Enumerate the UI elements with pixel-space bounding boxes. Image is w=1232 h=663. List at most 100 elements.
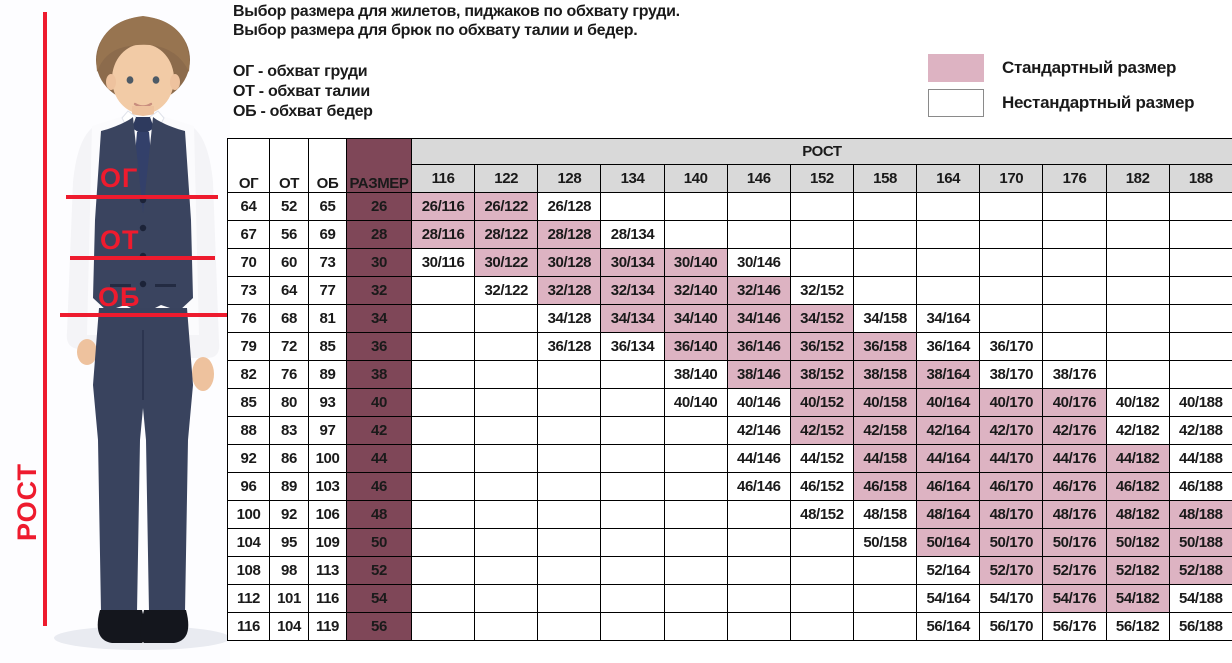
combo-cell-52-176: 52/176	[1042, 556, 1107, 585]
combo-cell-46-158: 46/158	[852, 472, 918, 501]
hips-value-28: 69	[308, 220, 347, 249]
empty-cell-52-128	[537, 556, 602, 585]
standard-size-swatch	[928, 54, 984, 82]
size-value-34: 34	[346, 304, 412, 333]
hips-value-54: 116	[308, 584, 347, 613]
combo-cell-48-158: 48/158	[852, 500, 918, 529]
empty-cell-38-188	[1168, 360, 1232, 389]
empty-cell-46-134	[600, 472, 665, 501]
nonstandard-size-swatch	[928, 89, 984, 117]
waist-value-56: 104	[269, 612, 309, 641]
empty-cell-42-140	[663, 416, 728, 445]
combo-cell-30-128: 30/128	[537, 248, 602, 277]
height-header-170: 170	[979, 164, 1044, 193]
hips-value-26: 65	[308, 192, 347, 221]
size-table-body: 64 52 65 26 26/116 26/122 26/128 67 56 69 28 28/116…	[227, 192, 1232, 641]
height-header-158: 158	[852, 164, 918, 193]
size-value-30: 30	[346, 248, 412, 277]
empty-cell-34-182	[1105, 304, 1170, 333]
empty-cell-56-134	[600, 612, 665, 641]
size-row-52: 108 98 113 52 52/164 52/170 52/176 52/182 52/188	[227, 556, 1232, 585]
empty-cell-30-158	[852, 248, 918, 277]
combo-cell-54-164: 54/164	[916, 584, 981, 613]
combo-cell-38-152: 38/152	[789, 360, 854, 389]
empty-cell-28-146	[726, 220, 791, 249]
size-value-56: 56	[346, 612, 412, 641]
combo-cell-32-134: 32/134	[600, 276, 665, 305]
size-value-28: 28	[346, 220, 412, 249]
combo-cell-56-170: 56/170	[979, 612, 1044, 641]
combo-cell-56-182: 56/182	[1105, 612, 1170, 641]
combo-cell-26-128: 26/128	[537, 192, 602, 221]
combo-cell-42-170: 42/170	[979, 416, 1044, 445]
empty-cell-48-146	[726, 500, 791, 529]
empty-cell-28-188	[1168, 220, 1232, 249]
combo-cell-50-164: 50/164	[916, 528, 981, 557]
combo-cell-48-164: 48/164	[916, 500, 981, 529]
empty-cell-28-140	[663, 220, 728, 249]
combo-cell-32-140: 32/140	[663, 276, 728, 305]
combo-cell-40-182: 40/182	[1105, 388, 1170, 417]
hips-value-52: 113	[308, 556, 347, 585]
combo-cell-48-182: 48/182	[1105, 500, 1170, 529]
hips-value-30: 73	[308, 248, 347, 277]
chest-value-42: 88	[227, 416, 270, 445]
empty-cell-30-182	[1105, 248, 1170, 277]
empty-cell-32-188	[1168, 276, 1232, 305]
combo-cell-50-170: 50/170	[979, 528, 1044, 557]
empty-cell-44-122	[474, 444, 539, 473]
empty-cell-56-122	[474, 612, 539, 641]
combo-cell-48-152: 48/152	[789, 500, 854, 529]
height-header-140: 140	[663, 164, 728, 193]
empty-cell-30-170	[979, 248, 1044, 277]
empty-cell-52-116	[410, 556, 476, 585]
combo-cell-38-146: 38/146	[726, 360, 791, 389]
empty-cell-56-146	[726, 612, 791, 641]
empty-cell-44-128	[537, 444, 602, 473]
chest-value-50: 104	[227, 528, 270, 557]
combo-cell-32-122: 32/122	[474, 276, 539, 305]
combo-cell-40-164: 40/164	[916, 388, 981, 417]
empty-cell-50-116	[410, 528, 476, 557]
combo-cell-44-182: 44/182	[1105, 444, 1170, 473]
combo-cell-36-146: 36/146	[726, 332, 791, 361]
combo-cell-40-146: 40/146	[726, 388, 791, 417]
combo-cell-42-158: 42/158	[852, 416, 918, 445]
combo-cell-42-146: 42/146	[726, 416, 791, 445]
chest-value-48: 100	[227, 500, 270, 529]
empty-cell-36-122	[474, 332, 539, 361]
empty-cell-48-122	[474, 500, 539, 529]
combo-cell-46-188: 46/188	[1168, 472, 1232, 501]
empty-cell-52-122	[474, 556, 539, 585]
chest-label: ОГ	[100, 163, 139, 193]
empty-cell-54-122	[474, 584, 539, 613]
combo-cell-50-176: 50/176	[1042, 528, 1107, 557]
chest-value-34: 76	[227, 304, 270, 333]
size-value-52: 52	[346, 556, 412, 585]
abbr-waist: ОТ - обхват талии	[233, 83, 370, 100]
empty-cell-54-134	[600, 584, 665, 613]
empty-cell-26-140	[663, 192, 728, 221]
combo-cell-54-188: 54/188	[1168, 584, 1232, 613]
abbr-chest: ОГ - обхват груди	[233, 63, 368, 80]
waist-value-36: 72	[269, 332, 309, 361]
empty-cell-50-152	[789, 528, 854, 557]
combo-cell-38-158: 38/158	[852, 360, 918, 389]
height-header-188: 188	[1168, 164, 1232, 193]
intro-title-line1: Выбор размера для жилетов, пиджаков по о…	[233, 3, 680, 20]
size-row-40: 85 80 93 40 40/140 40/146 40/152 40/158 40/164 40…	[227, 388, 1232, 417]
combo-cell-48-188: 48/188	[1168, 500, 1232, 529]
empty-cell-26-176	[1042, 192, 1107, 221]
hips-value-36: 85	[308, 332, 347, 361]
empty-cell-26-152	[789, 192, 854, 221]
height-header-164: 164	[916, 164, 981, 193]
chest-value-54: 112	[227, 584, 270, 613]
combo-cell-44-152: 44/152	[789, 444, 854, 473]
combo-cell-42-176: 42/176	[1042, 416, 1107, 445]
empty-cell-30-164	[916, 248, 981, 277]
empty-cell-48-128	[537, 500, 602, 529]
size-value-44: 44	[346, 444, 412, 473]
chest-line	[66, 195, 218, 199]
empty-cell-26-164	[916, 192, 981, 221]
empty-cell-30-152	[789, 248, 854, 277]
